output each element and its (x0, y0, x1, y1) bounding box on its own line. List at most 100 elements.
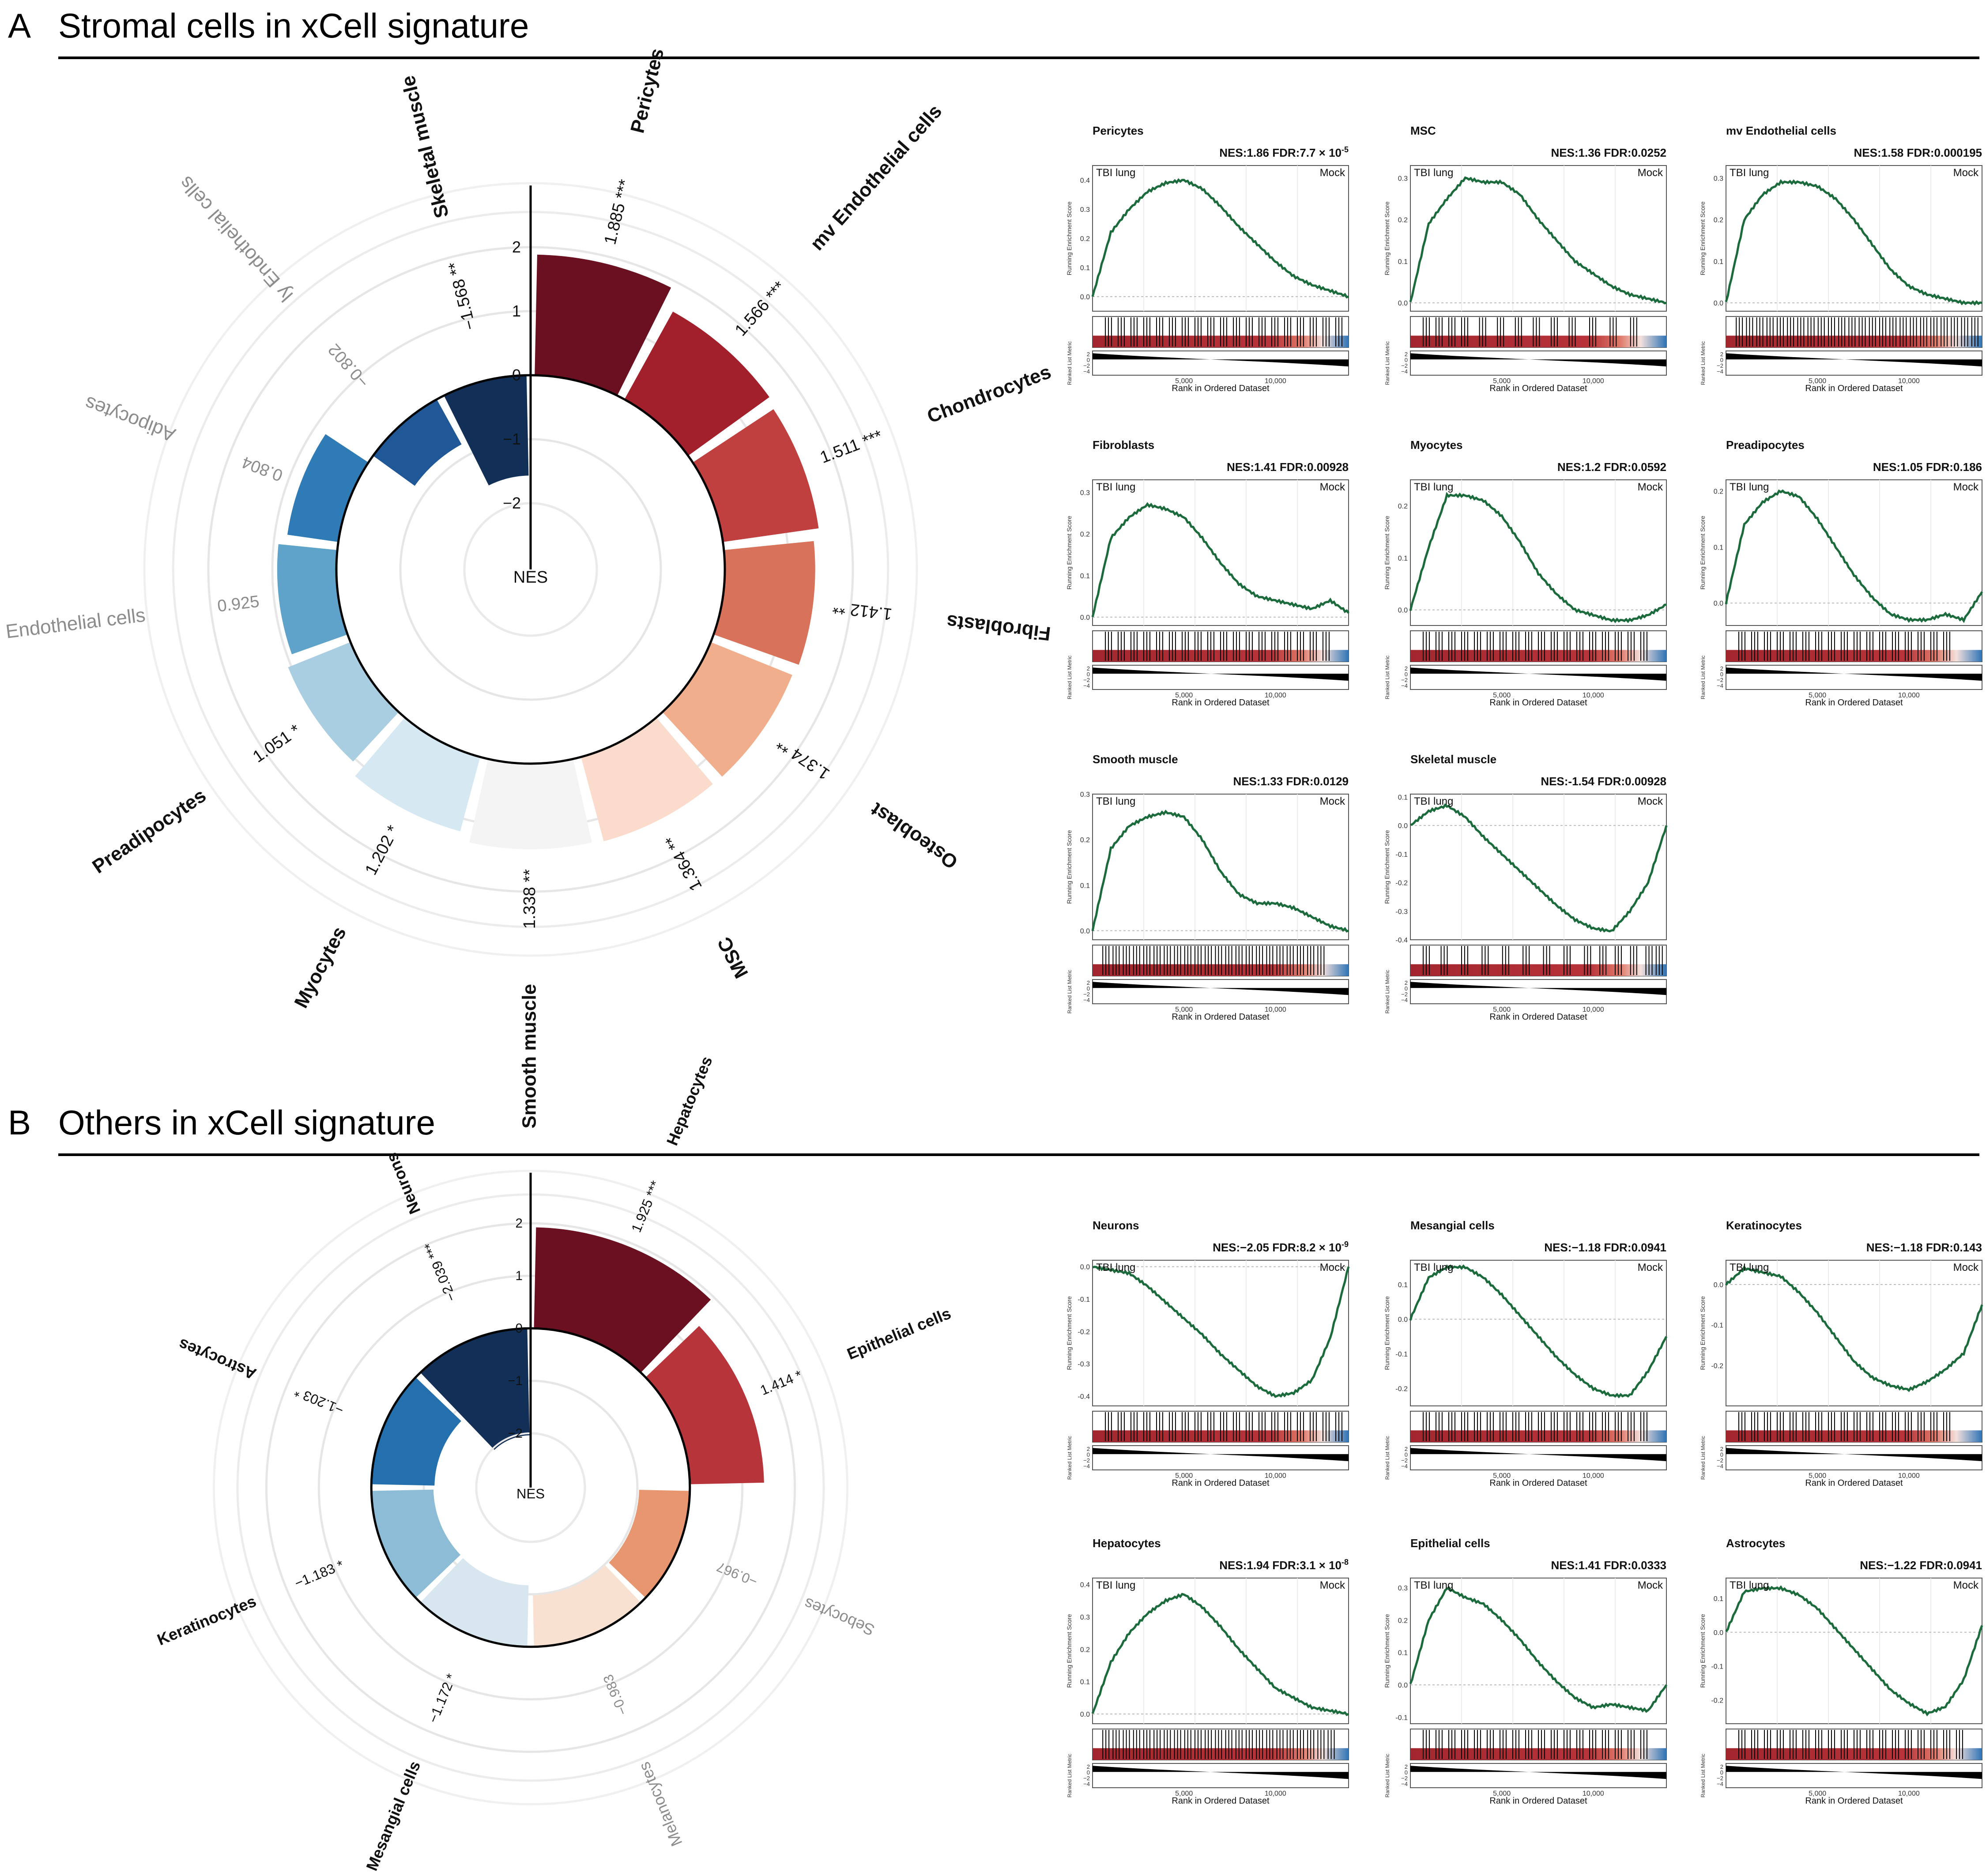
y-label-es: Running Enrichment Score (1066, 201, 1073, 275)
value-label-myocytes: 1.202 * (362, 822, 403, 878)
y-label-es: Running Enrichment Score (1699, 1296, 1706, 1370)
ranked-metric-area (1093, 667, 1349, 681)
axis-tick-2: 0 (516, 1321, 523, 1336)
ranked-metric-area (1726, 667, 1982, 681)
x-label: Rank in Ordered Dataset (1489, 1478, 1587, 1488)
panel-title: Myocytes (1410, 438, 1463, 452)
metric-tick: −2 (1083, 991, 1090, 998)
enrichment-curve (1725, 1585, 1983, 1717)
y-tick: 0.2 (1080, 531, 1090, 539)
panel-title: Hepatocytes (1093, 1537, 1161, 1550)
metric-tick: −2 (1401, 1457, 1408, 1464)
category-label-neurons: Neurons (382, 1150, 424, 1217)
x-tick: 10,000 (1583, 692, 1604, 699)
es-plot-frame (1726, 479, 1982, 626)
y-tick: 0.0 (1714, 600, 1723, 607)
label-tbi-lung: TBI lung (1730, 1579, 1769, 1591)
label-mock: Mock (1953, 481, 1979, 493)
es-plot-frame (1092, 165, 1349, 312)
axis-tick-1: 1 (516, 1269, 523, 1283)
y-label-metric: Ranked List Metric (1700, 341, 1706, 385)
label-mock: Mock (1320, 795, 1345, 807)
gsea-panel-skeletal-muscle: Skeletal muscle NES:-1.54 FDR:0.00928 -0.4… (1383, 753, 1668, 1022)
section-b-title: Others in xCell signature (58, 1103, 435, 1142)
gsea-panel-myocytes: Myocytes NES:1.2 FDR:0.0592 0.0 0.1 0.2 TBI l… (1383, 438, 1667, 708)
radial-bar-chart-stromal: 1.885 *** Pericytes 1.566 *** mv Endothelia… (4, 46, 1054, 1129)
ranked-metric-area (1093, 1766, 1349, 1779)
x-tick: 10,000 (1583, 1472, 1604, 1480)
label-tbi-lung: TBI lung (1096, 795, 1135, 807)
y-tick: -0.2 (1078, 1328, 1090, 1336)
enrichment-curve (1725, 489, 1983, 623)
enrichment-curve (1409, 176, 1667, 305)
y-tick: -0.1 (1395, 1351, 1408, 1358)
x-tick: 5,000 (1809, 1472, 1826, 1480)
axis-tick-0: 2 (516, 1216, 523, 1231)
metric-tick: 2 (1087, 1763, 1090, 1770)
category-label-msc: MSC (713, 934, 753, 982)
panel-stats: NES:1.36 FDR:0.0252 (1551, 146, 1666, 159)
x-label: Rank in Ordered Dataset (1172, 698, 1270, 708)
panel-title: Preadipocytes (1726, 438, 1805, 452)
panel-stats-exponent: -5 (1342, 145, 1349, 154)
metric-tick: −4 (1083, 1781, 1090, 1787)
bar-mv-endothelial-cells (624, 311, 769, 456)
gsea-panel-smooth-muscle: Smooth muscle NES:1.33 FDR:0.0129 0.0 0.1 0.… (1066, 753, 1349, 1022)
y-tick: 0.0 (1398, 822, 1408, 830)
category-label-mv-endothelial-cells: mv Endothelial cells (806, 101, 946, 255)
y-tick: 0.2 (1398, 503, 1408, 510)
y-label-metric: Ranked List Metric (1700, 655, 1706, 699)
y-tick: -0.1 (1078, 1296, 1090, 1303)
panel-title: MSC (1410, 124, 1436, 137)
y-tick: 0.2 (1398, 1617, 1408, 1624)
category-label-astrocytes: Astrocytes (176, 1335, 259, 1383)
axis-tick-4: −2 (503, 494, 521, 512)
x-tick: 5,000 (1175, 1006, 1193, 1013)
panel-stats: NES:1.05 FDR:0.186 (1873, 460, 1982, 474)
panel-title: Neurons (1093, 1219, 1139, 1232)
label-mock: Mock (1320, 1262, 1345, 1273)
y-tick: 0.1 (1714, 258, 1723, 266)
y-tick: -0.1 (1711, 1663, 1723, 1671)
metric-tick: 0 (1720, 357, 1723, 363)
y-tick: 0.0 (1714, 1281, 1723, 1289)
metric-tick: −4 (1401, 1463, 1408, 1469)
panel-stats: NES:1.58 FDR:0.000195 (1854, 146, 1982, 159)
value-label-mv-endothelial-cells: 1.566 *** (731, 278, 789, 339)
y-label-metric: Ranked List Metric (1384, 655, 1391, 699)
x-label: Rank in Ordered Dataset (1489, 1796, 1587, 1806)
y-label-metric: Ranked List Metric (1384, 970, 1391, 1013)
axis-tick-1: 1 (512, 302, 521, 320)
x-tick: 5,000 (1809, 1790, 1826, 1797)
label-mock: Mock (1320, 167, 1345, 179)
bar-hepatocytes (534, 1227, 711, 1373)
y-tick: 0.2 (1714, 488, 1723, 495)
metric-tick: −2 (1083, 1457, 1090, 1464)
metric-tick: 0 (1405, 1451, 1408, 1458)
axis-tick-3: −1 (503, 430, 521, 448)
y-label-es: Running Enrichment Score (1699, 1614, 1706, 1688)
ranked-metric-area (1093, 353, 1349, 367)
y-tick: 0.0 (1714, 1629, 1723, 1637)
y-tick: 0.2 (1398, 217, 1408, 224)
x-tick: 10,000 (1583, 1790, 1604, 1797)
metric-tick: −2 (1401, 991, 1408, 998)
bar-adipocytes (287, 434, 369, 542)
metric-tick: −2 (1717, 1775, 1723, 1782)
y-tick: 0.1 (1714, 1595, 1723, 1603)
category-label-pericytes: Pericytes (626, 46, 668, 136)
enrichment-curve (1091, 178, 1349, 299)
metric-tick: −4 (1717, 1781, 1723, 1787)
bar-keratinocytes (371, 1489, 461, 1598)
x-label: Rank in Ordered Dataset (1489, 384, 1587, 393)
y-label-metric: Ranked List Metric (1384, 1436, 1391, 1480)
y-label-metric: Ranked List Metric (1700, 1436, 1706, 1480)
metric-tick: 2 (1087, 979, 1090, 986)
x-tick: 10,000 (1898, 377, 1920, 385)
category-label-osteoblast: Osteoblast (867, 798, 961, 873)
panel-title: Pericytes (1093, 124, 1144, 137)
label-tbi-lung: TBI lung (1730, 1262, 1769, 1273)
category-label-mesangial-cells: Mesangial cells (362, 1759, 424, 1873)
metric-tick: 2 (1720, 351, 1723, 358)
y-tick: 0.3 (1714, 175, 1723, 182)
